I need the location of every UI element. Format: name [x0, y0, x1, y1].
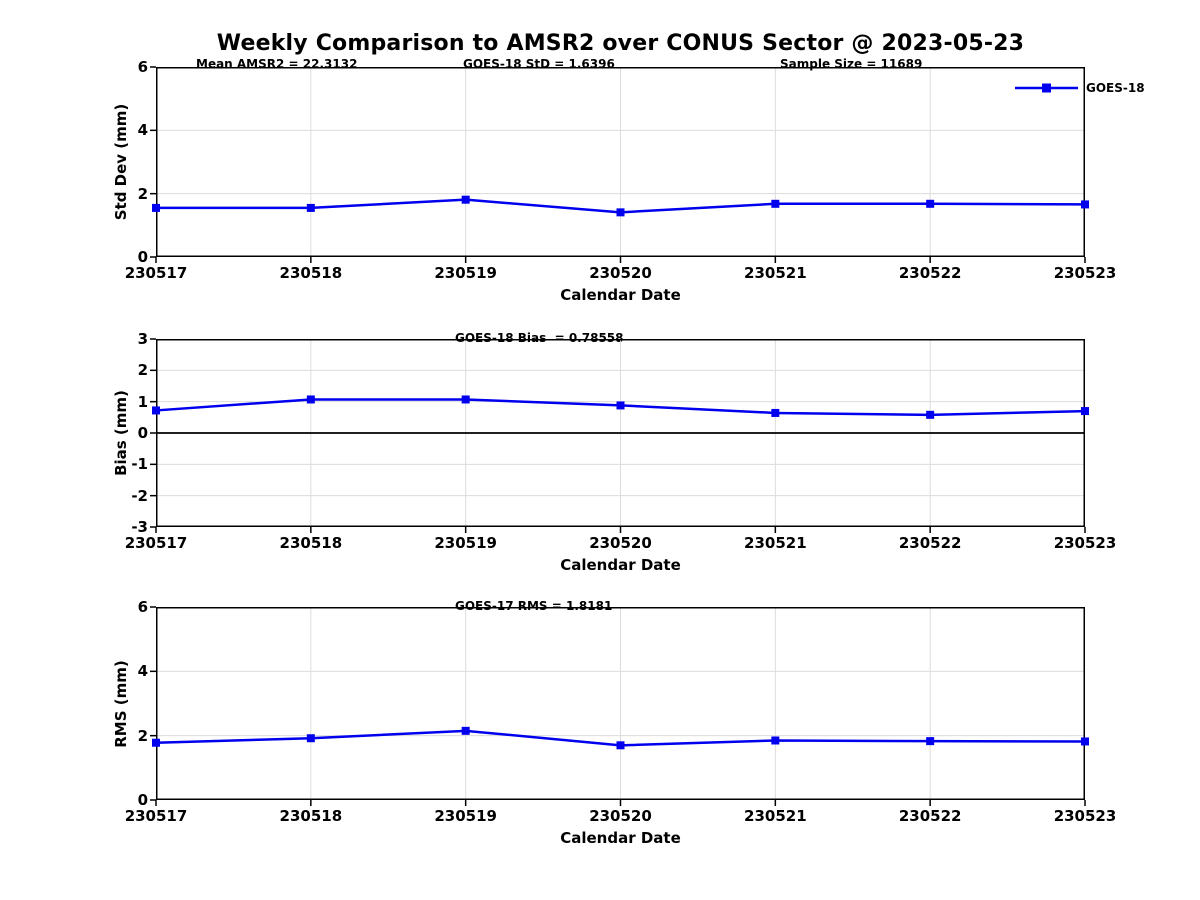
- data-point-marker: [771, 199, 780, 208]
- figure-title: Weekly Comparison to AMSR2 over CONUS Se…: [216, 31, 1025, 56]
- data-point-marker: [771, 736, 780, 745]
- x-axis-label-calendar-date-0: Calendar Date: [560, 286, 681, 304]
- data-point-marker: [306, 395, 315, 404]
- data-point-marker: [926, 199, 935, 208]
- axis-box: [156, 339, 1085, 527]
- x-tick-label: 230522: [898, 807, 962, 825]
- axis-box: [156, 607, 1085, 800]
- data-point-marker: [616, 401, 625, 410]
- annotation-goes18-bias: GOES-18 Bias = 0.78558: [455, 331, 624, 345]
- x-tick-label: 230519: [434, 534, 497, 552]
- x-tick-label: 230518: [279, 534, 343, 552]
- data-point-marker: [152, 738, 160, 747]
- data-point-marker: [1081, 407, 1089, 416]
- data-point-marker: [616, 208, 625, 217]
- y-tick-label: 2: [137, 361, 148, 380]
- x-tick-label: 230521: [744, 264, 807, 282]
- data-point-marker: [152, 203, 160, 212]
- x-tick-label: 230522: [898, 534, 962, 552]
- y-tick-label: 6: [137, 598, 148, 616]
- axis-box: [156, 67, 1085, 257]
- data-point-marker: [926, 737, 935, 746]
- chart-svg-0: [150, 66, 1089, 263]
- data-point-marker: [461, 395, 470, 404]
- data-point-marker: [616, 741, 625, 750]
- y-tick-label: 6: [137, 58, 148, 76]
- x-tick-label: 230518: [279, 264, 343, 282]
- data-point-marker: [461, 726, 470, 735]
- x-tick-label: 230521: [744, 807, 807, 825]
- y-axis-label-rms: RMS (mm): [112, 660, 130, 748]
- x-tick-label: 230522: [898, 264, 962, 282]
- y-tick-label: 0: [137, 248, 148, 266]
- data-point-marker: [306, 203, 315, 212]
- x-tick-label: 230520: [589, 534, 652, 552]
- x-tick-label: 230517: [124, 534, 188, 552]
- y-tick-label: -3: [131, 518, 148, 536]
- data-point-marker: [926, 410, 935, 419]
- x-tick-label: 230520: [589, 264, 652, 282]
- y-tick-label: 0: [137, 791, 148, 809]
- data-point-marker: [152, 406, 160, 415]
- y-tick-label: 3: [137, 330, 148, 348]
- data-point-marker: [306, 734, 315, 743]
- data-point-marker: [461, 195, 470, 204]
- x-axis-label-calendar-date-1: Calendar Date: [560, 556, 681, 574]
- x-tick-label: 230523: [1053, 534, 1117, 552]
- legend-marker: [1042, 83, 1051, 93]
- x-tick-label: 230519: [434, 264, 497, 282]
- x-tick-label: 230517: [124, 264, 188, 282]
- x-tick-label: 230520: [589, 807, 652, 825]
- legend-label-goes18: GOES-18: [1086, 81, 1145, 95]
- data-point-marker: [771, 408, 780, 417]
- x-tick-label: 230523: [1053, 807, 1117, 825]
- x-axis-label-calendar-date-2: Calendar Date: [560, 829, 681, 847]
- chart-svg-1: [150, 338, 1089, 533]
- x-tick-label: 230519: [434, 807, 497, 825]
- x-tick-label: 230523: [1053, 264, 1117, 282]
- chart-svg-2: [150, 606, 1089, 806]
- x-tick-label: 230521: [744, 534, 807, 552]
- data-point-marker: [1081, 737, 1089, 746]
- y-axis-label-stddev: Std Dev (mm): [112, 103, 130, 221]
- y-axis-label-bias: Bias (mm): [112, 390, 130, 476]
- y-tick-label: -2: [131, 486, 148, 505]
- x-tick-label: 230517: [124, 807, 188, 825]
- data-point-marker: [1081, 200, 1089, 209]
- x-tick-label: 230518: [279, 807, 343, 825]
- annotation-goes17-rms: GOES-17 RMS = 1.8181: [455, 599, 613, 613]
